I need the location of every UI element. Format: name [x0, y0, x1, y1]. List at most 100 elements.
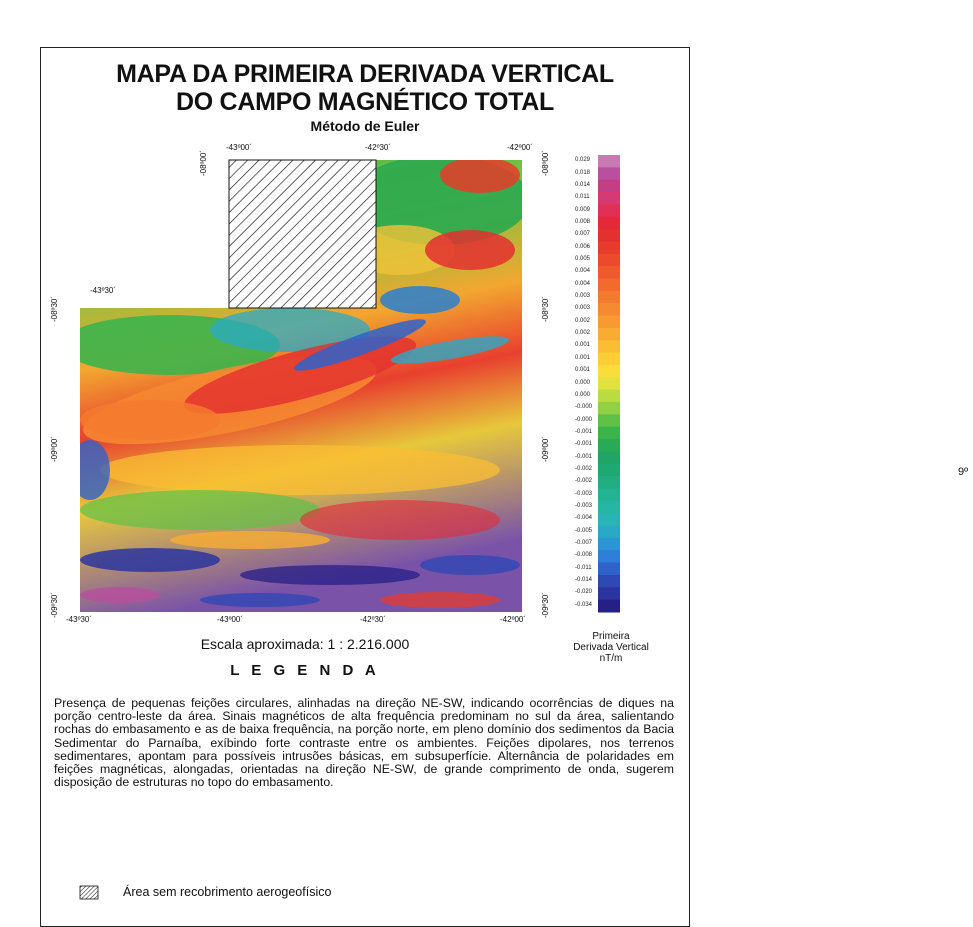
color-scale-value: 0.000	[575, 391, 591, 398]
color-scale-value: -0.020	[575, 589, 593, 596]
color-scale-value: 0.011	[575, 194, 590, 201]
coord-bottom-lon-4: -42º00´	[500, 615, 527, 624]
color-scale-value: -0.034	[575, 601, 593, 608]
color-scale-value: -0.000	[575, 416, 593, 423]
color-scale-value: 0.018	[575, 169, 591, 176]
color-scale-swatch	[598, 550, 620, 564]
color-scale-swatch	[598, 500, 620, 514]
color-scale-swatch	[598, 352, 620, 366]
color-scale-swatch	[598, 155, 620, 168]
color-scale-title-line3: nT/m	[599, 653, 623, 664]
color-scale-value: 0.006	[575, 243, 591, 250]
color-scale-swatch	[598, 513, 620, 527]
color-scale-value: -0.014	[575, 577, 593, 584]
color-scale-swatch	[598, 476, 620, 489]
coord-left-lat-3: -09º00´	[50, 435, 59, 462]
color-scale-value: -0.004	[575, 515, 593, 522]
color-scale-value: 0.001	[575, 367, 591, 374]
coord-bottom-lon-1: -43º30´	[66, 615, 93, 624]
coord-left-lat-2: -08º30´	[50, 295, 59, 322]
coord-bottom-lon-3: -42º30´	[360, 615, 387, 624]
color-scale-value: 0.001	[575, 342, 591, 349]
color-scale-swatch	[598, 229, 620, 242]
map-title-line1: MAPA DA PRIMEIRA DERIVADA VERTICAL	[116, 60, 614, 88]
color-scale-swatch	[598, 364, 620, 378]
scale-text: Escala aproximada: 1 : 2.216.000	[200, 636, 410, 652]
color-scale-value: 0.007	[575, 231, 591, 238]
color-scale-swatch	[598, 327, 620, 341]
color-scale-swatch	[598, 439, 620, 452]
color-scale-value: -0.011	[575, 564, 592, 571]
color-scale-value: 0.014	[575, 181, 591, 188]
coord-right-lat-1: -08º00´	[541, 149, 550, 176]
color-scale-swatch	[598, 167, 620, 181]
no-coverage-area	[228, 159, 377, 309]
color-scale-swatch	[598, 426, 620, 440]
coord-right-lat-3: -09º00´	[541, 435, 550, 462]
color-scale-value: -0.003	[575, 503, 593, 509]
color-scale-title-line2: Derivada Vertical	[573, 642, 649, 653]
color-scale-value: 0.003	[575, 305, 591, 312]
color-scale-swatch	[598, 537, 620, 551]
legend-hatch-label: Área sem recobrimento aerogeofísico	[123, 885, 332, 899]
color-scale-value: 0.004	[575, 280, 591, 287]
coord-right-lat-4: -09º30´	[541, 591, 550, 618]
color-scale-value: -0.008	[575, 552, 593, 559]
coord-left-lat-4: -09º30´	[50, 591, 59, 618]
color-scale-swatch	[598, 241, 620, 255]
color-scale-swatch	[598, 451, 620, 465]
color-scale-swatch	[598, 290, 620, 304]
color-scale-swatch	[598, 402, 620, 415]
color-scale-swatch	[598, 389, 620, 403]
coord-top-lon-3: -42º00´	[507, 143, 534, 152]
coord-bottom-lon-2: -43º00´	[217, 615, 244, 624]
color-scale-value: -0.001	[575, 441, 593, 448]
color-scale-value: -0.003	[575, 490, 593, 497]
map-subtitle: Método de Euler	[310, 118, 420, 134]
color-scale-value: 0.009	[575, 206, 591, 213]
color-scale-swatch	[598, 266, 620, 280]
color-scale-swatch	[598, 204, 620, 218]
color-scale-title-line1: Primeira	[592, 631, 630, 642]
color-scale-swatch	[598, 488, 620, 502]
color-scale-value: 0.002	[575, 317, 591, 324]
color-scale-value: 0.005	[575, 255, 591, 262]
color-scale-value: 0.003	[575, 293, 591, 300]
color-scale-value: -0.005	[575, 527, 593, 534]
legend-title: L E G E N D A	[230, 662, 380, 679]
coord-left-lat-1: -08º00´	[199, 149, 208, 176]
color-scale-value: -0.002	[575, 465, 593, 472]
legend-description: Presença de pequenas feições circulares,…	[54, 696, 674, 790]
color-scale-value: -0.001	[575, 428, 593, 435]
color-scale-value: 0.000	[575, 379, 591, 386]
color-scale-value: -0.001	[575, 453, 593, 460]
coord-top-lon-1: -43º00´	[226, 143, 253, 152]
color-scale-swatch	[598, 303, 620, 317]
color-scale-swatch	[598, 562, 620, 576]
color-scale-swatch	[598, 216, 620, 230]
color-scale-swatch	[598, 574, 620, 588]
color-scale-swatch	[598, 414, 620, 428]
coord-right-lat-2: -08º30´	[541, 295, 550, 322]
color-scale-value: 0.001	[575, 354, 591, 361]
color-scale-title: Primeira Derivada Vertical nT/m	[556, 631, 666, 664]
color-scale-swatch	[598, 315, 620, 329]
color-scale-swatch	[598, 463, 620, 477]
color-scale-swatch	[598, 278, 620, 292]
color-scale-value: 0.002	[575, 330, 591, 337]
map-title-line2: DO CAMPO MAGNÉTICO TOTAL	[176, 88, 554, 116]
color-scale-value: -0.000	[575, 404, 593, 411]
coord-top-lon-2: -42º30´	[365, 143, 392, 152]
color-scale-value: 0.029	[575, 157, 591, 164]
color-scale-swatch	[598, 377, 620, 391]
color-scale-value: 0.004	[575, 268, 591, 275]
color-scale-swatch	[598, 587, 620, 601]
color-scale-value: -0.007	[575, 540, 593, 547]
color-scale-swatch	[598, 340, 620, 354]
color-scale-swatch	[598, 525, 620, 539]
color-scale-value: 0.008	[575, 218, 591, 225]
color-scale-value: -0.002	[575, 478, 593, 485]
color-scale-swatch	[598, 253, 620, 267]
color-scale-swatch	[598, 179, 620, 193]
